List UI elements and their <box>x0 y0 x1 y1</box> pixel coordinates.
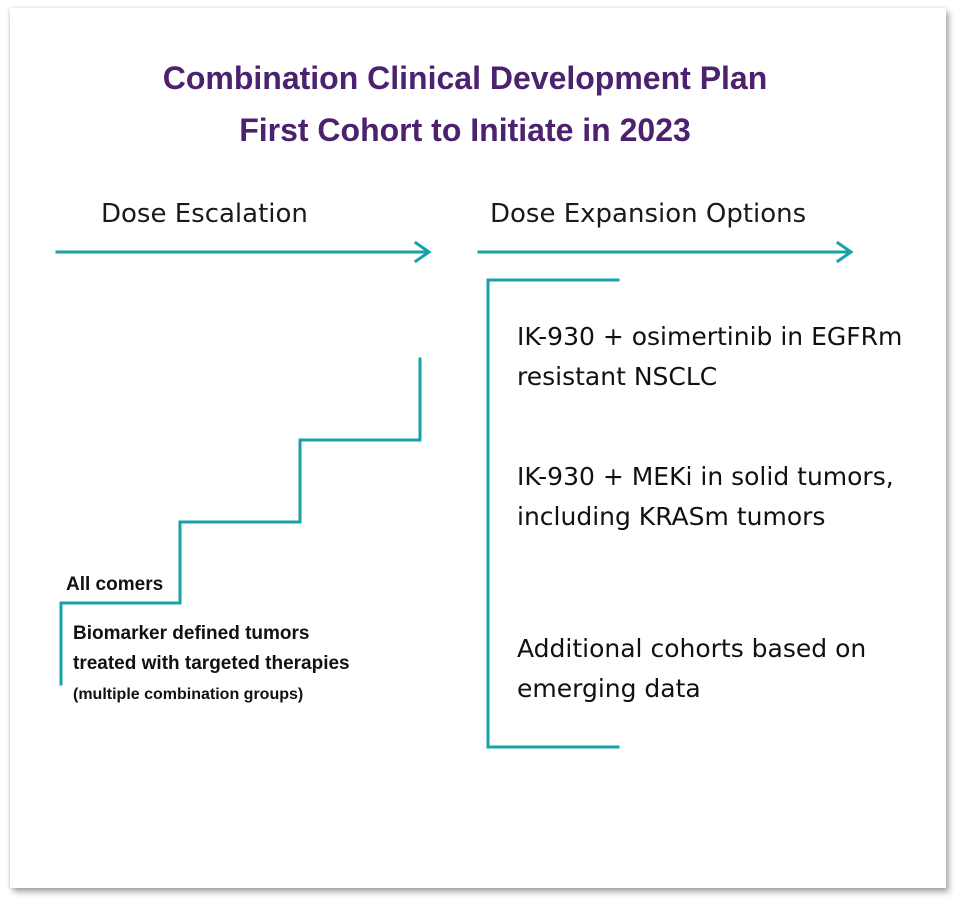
title-line-1: Combination Clinical Development Plan <box>162 60 768 96</box>
escalation-arrowhead <box>413 240 432 264</box>
title-line-2: First Cohort to Initiate in 2023 <box>239 112 691 148</box>
slide <box>10 8 946 888</box>
expansion-cohort-3: Additional cohorts based on emerging dat… <box>517 634 867 703</box>
biomarker-label: Biomarker defined tumors treated with ta… <box>73 619 373 710</box>
dose-escalation-label: Dose Escalation <box>101 199 308 229</box>
all-comers-label: All comers <box>66 574 164 595</box>
page-title: Combination Clinical Development Plan Fi… <box>0 52 930 156</box>
biomarker-note-text: (multiple combination groups) <box>73 686 304 703</box>
expansion-bracket <box>486 278 620 749</box>
expansion-arrowhead <box>835 240 854 264</box>
dose-staircase <box>59 357 422 686</box>
dose-expansion-label: Dose Expansion Options <box>490 199 807 229</box>
biomarker-main-text: Biomarker defined tumors treated with ta… <box>73 623 350 674</box>
expansion-cohort-1: IK-930 + osimertinib in EGFRm resistant … <box>517 322 903 391</box>
expansion-cohort-2: IK-930 + MEKi in solid tumors, including… <box>517 462 894 531</box>
